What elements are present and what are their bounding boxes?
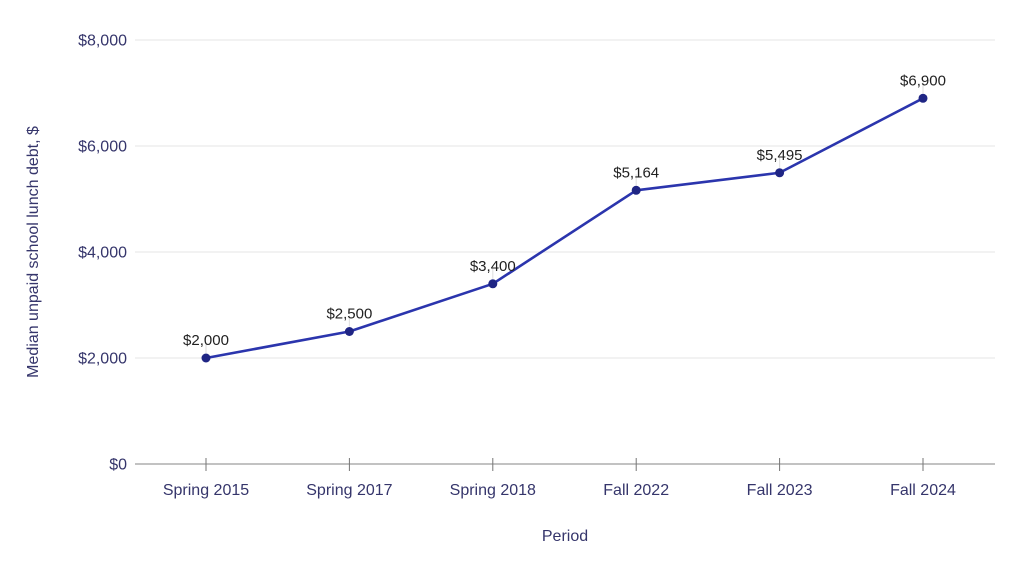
x-tick-label: Spring 2018	[450, 482, 536, 499]
y-tick-label: $2,000	[78, 351, 127, 368]
y-tick-label: $8,000	[78, 33, 127, 50]
x-tick-label: Fall 2024	[890, 482, 956, 499]
data-point-label: $5,164	[613, 164, 659, 181]
y-tick-label: $6,000	[78, 139, 127, 156]
data-point-label: $2,500	[326, 306, 372, 323]
x-axis-title: Period	[542, 528, 588, 545]
data-point-label: $5,495	[757, 147, 803, 164]
data-point-label: $3,400	[470, 258, 516, 275]
x-tick-label: Spring 2015	[163, 482, 249, 499]
data-series-line	[204, 97, 925, 360]
x-tick-label: Fall 2023	[747, 482, 813, 499]
data-point	[344, 327, 354, 336]
y-tick-label: $0	[109, 457, 127, 474]
data-point	[775, 168, 785, 178]
data-point-label: $6,900	[900, 72, 946, 89]
data-point	[201, 353, 211, 363]
data-point-label: $2,000	[183, 332, 229, 349]
y-axis-title: Median unpaid school lunch debt, $	[25, 126, 42, 378]
y-tick-label: $4,000	[78, 245, 127, 262]
x-tick-label: Spring 2017	[306, 482, 392, 499]
data-point	[918, 93, 928, 103]
x-tick-label: Fall 2022	[603, 482, 669, 499]
data-point	[631, 185, 641, 195]
data-point	[488, 279, 498, 289]
